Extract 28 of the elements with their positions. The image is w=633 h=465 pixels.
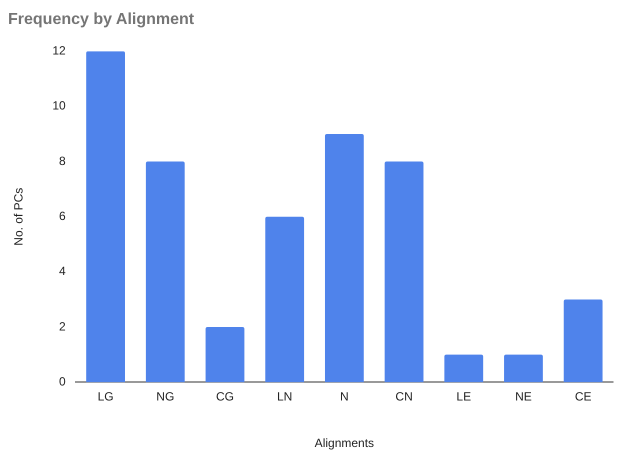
- x-tick-label: LN: [277, 390, 292, 404]
- bar: [324, 134, 364, 382]
- bar: [444, 354, 484, 382]
- x-tick-label: CE: [574, 390, 592, 404]
- x-tick-label: NG: [156, 390, 174, 404]
- y-tick-label: 2: [59, 319, 66, 334]
- x-tick-label: CG: [216, 390, 234, 404]
- y-tick-label: 0: [59, 374, 66, 389]
- x-tick-label: LE: [456, 390, 472, 404]
- y-tick-label: 12: [52, 44, 66, 58]
- y-axis-title: No. of PCs: [12, 188, 26, 246]
- y-tick-label: 10: [52, 98, 66, 113]
- bar: [146, 162, 185, 382]
- x-axis-title: Alignments: [314, 436, 374, 450]
- x-tick-label: CN: [395, 390, 413, 404]
- bar: [504, 354, 543, 382]
- y-tick-label: 8: [59, 154, 66, 168]
- x-tick-label: LG: [98, 390, 114, 404]
- x-tick-label: N: [340, 390, 349, 404]
- bar: [265, 216, 304, 382]
- y-tick-label: 6: [59, 209, 66, 224]
- chart-title: Frequency by Alignment: [8, 11, 195, 28]
- bar: [86, 51, 125, 382]
- x-tick-label: NE: [515, 390, 532, 404]
- bar: [564, 299, 603, 382]
- bar: [206, 327, 244, 382]
- y-tick-label: 4: [59, 264, 66, 278]
- bar: [384, 162, 424, 382]
